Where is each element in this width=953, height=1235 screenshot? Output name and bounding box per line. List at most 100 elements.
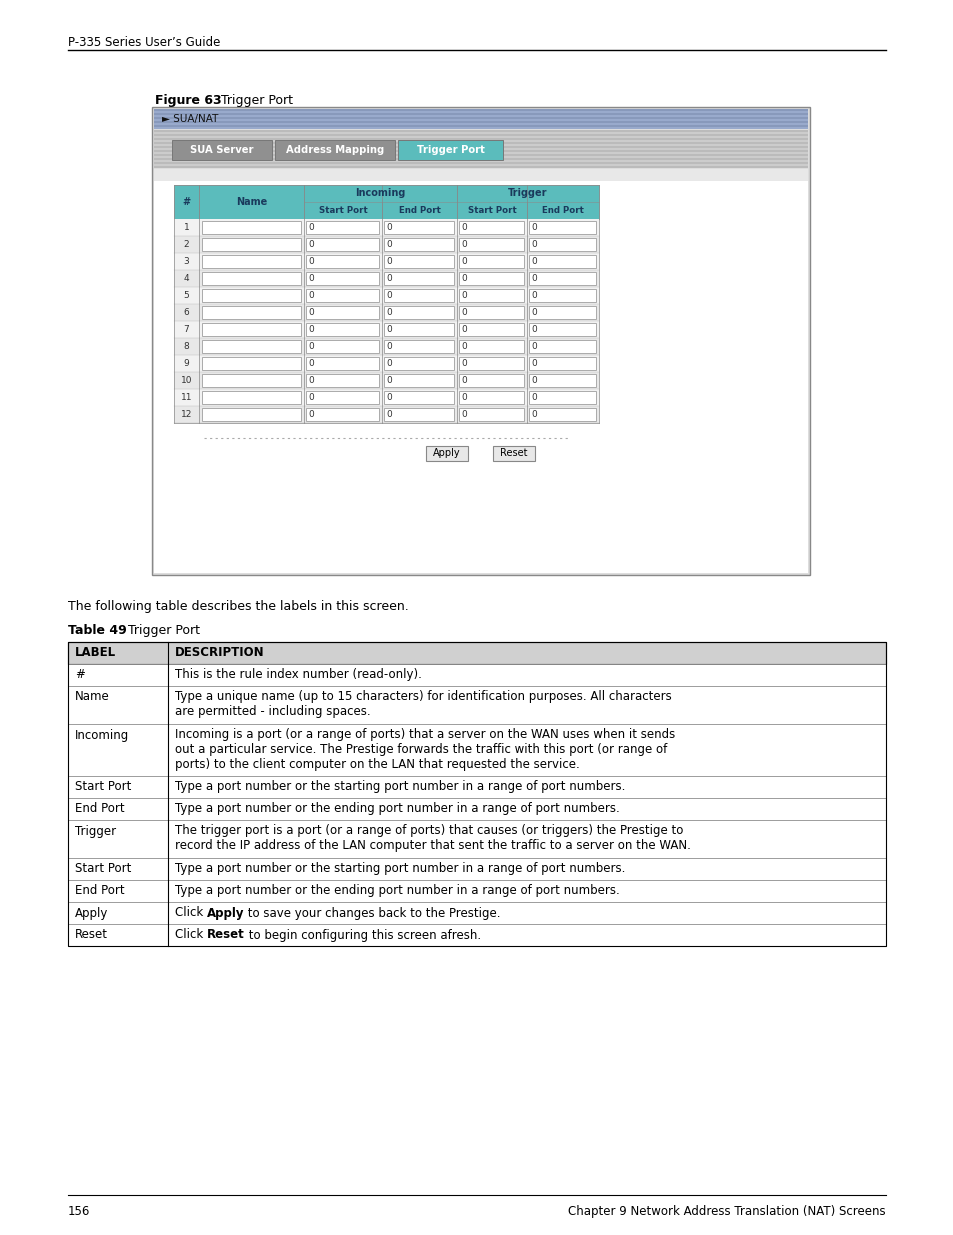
Bar xyxy=(304,203,381,219)
Bar xyxy=(458,272,523,285)
Text: 156: 156 xyxy=(68,1205,91,1218)
Text: The following table describes the labels in this screen.: The following table describes the labels… xyxy=(68,600,408,613)
Bar xyxy=(153,149,807,152)
Text: Figure 63: Figure 63 xyxy=(154,94,221,107)
Text: 0: 0 xyxy=(531,308,537,317)
Text: This is the rule index number (read-only).: This is the rule index number (read-only… xyxy=(174,668,421,680)
Text: 0: 0 xyxy=(386,393,392,403)
Bar xyxy=(153,112,807,115)
Bar xyxy=(153,109,807,111)
Text: 0: 0 xyxy=(308,308,314,317)
Text: Click: Click xyxy=(174,906,207,920)
Text: 0: 0 xyxy=(386,240,392,249)
Bar xyxy=(173,321,598,338)
Bar xyxy=(173,354,598,372)
Text: 0: 0 xyxy=(308,410,314,419)
Text: Type a port number or the starting port number in a range of port numbers.: Type a port number or the starting port … xyxy=(174,862,625,876)
Bar xyxy=(458,221,523,233)
Bar xyxy=(153,127,807,128)
Bar xyxy=(384,324,454,336)
Bar xyxy=(384,238,454,251)
Bar xyxy=(153,125,807,127)
Text: Start Port: Start Port xyxy=(318,206,367,215)
Bar xyxy=(384,254,454,268)
Bar xyxy=(384,357,454,370)
Bar xyxy=(153,124,807,125)
Text: 0: 0 xyxy=(386,375,392,385)
Bar xyxy=(304,185,456,203)
Text: Incoming: Incoming xyxy=(355,189,405,199)
Bar xyxy=(202,221,301,233)
Text: Trigger Port: Trigger Port xyxy=(213,94,293,107)
Text: ► SUA/NAT: ► SUA/NAT xyxy=(162,114,218,124)
Bar xyxy=(153,156,807,158)
Bar xyxy=(458,408,523,421)
Bar xyxy=(458,289,523,303)
Text: 0: 0 xyxy=(386,308,392,317)
Text: 0: 0 xyxy=(531,393,537,403)
Bar xyxy=(306,374,378,387)
Bar xyxy=(306,254,378,268)
Text: 0: 0 xyxy=(460,359,466,368)
Text: 12: 12 xyxy=(181,410,192,419)
Text: Click: Click xyxy=(174,929,207,941)
Bar xyxy=(526,203,598,219)
Text: 0: 0 xyxy=(386,325,392,333)
Text: 9: 9 xyxy=(183,359,190,368)
Bar xyxy=(381,203,456,219)
Text: Trigger: Trigger xyxy=(508,189,547,199)
Text: Name: Name xyxy=(75,690,110,704)
Bar xyxy=(384,340,454,353)
Text: 0: 0 xyxy=(531,274,537,283)
Text: Chapter 9 Network Address Translation (NAT) Screens: Chapter 9 Network Address Translation (N… xyxy=(568,1205,885,1218)
Bar xyxy=(68,820,885,858)
Bar xyxy=(529,408,596,421)
Bar xyxy=(153,169,807,573)
Text: Start Port: Start Port xyxy=(75,862,132,876)
Bar xyxy=(173,270,598,287)
Bar xyxy=(306,340,378,353)
Bar xyxy=(202,289,301,303)
Bar xyxy=(202,391,301,404)
Text: 0: 0 xyxy=(531,240,537,249)
Bar xyxy=(306,238,378,251)
Bar xyxy=(384,221,454,233)
Bar xyxy=(202,374,301,387)
Bar xyxy=(529,324,596,336)
Text: 0: 0 xyxy=(460,308,466,317)
Text: 0: 0 xyxy=(386,224,392,232)
Text: 0: 0 xyxy=(531,325,537,333)
Bar xyxy=(153,161,807,162)
Text: Apply: Apply xyxy=(75,906,109,920)
Bar xyxy=(68,664,885,685)
Text: Incoming is a port (or a range of ports) that a server on the WAN uses when it s: Incoming is a port (or a range of ports)… xyxy=(174,727,675,771)
Text: 0: 0 xyxy=(308,325,314,333)
Bar xyxy=(529,254,596,268)
Bar xyxy=(306,357,378,370)
Bar xyxy=(529,289,596,303)
Bar xyxy=(202,272,301,285)
Text: 0: 0 xyxy=(460,325,466,333)
Bar xyxy=(306,289,378,303)
Bar xyxy=(153,115,807,117)
Bar xyxy=(458,391,523,404)
Bar xyxy=(529,391,596,404)
Text: Name: Name xyxy=(235,198,267,207)
Bar xyxy=(173,236,598,253)
Bar xyxy=(202,357,301,370)
Text: Type a port number or the starting port number in a range of port numbers.: Type a port number or the starting port … xyxy=(174,781,625,793)
Bar xyxy=(458,374,523,387)
Text: to save your changes back to the Prestige.: to save your changes back to the Prestig… xyxy=(244,906,500,920)
Bar xyxy=(202,324,301,336)
Text: 0: 0 xyxy=(460,375,466,385)
Text: Trigger Port: Trigger Port xyxy=(120,624,200,637)
Bar xyxy=(384,289,454,303)
Bar xyxy=(153,138,807,140)
Bar xyxy=(173,338,598,354)
Bar xyxy=(202,238,301,251)
Text: 0: 0 xyxy=(531,342,537,351)
Text: End Port: End Port xyxy=(75,803,125,815)
Bar xyxy=(529,221,596,233)
Text: 0: 0 xyxy=(460,224,466,232)
Bar xyxy=(68,798,885,820)
